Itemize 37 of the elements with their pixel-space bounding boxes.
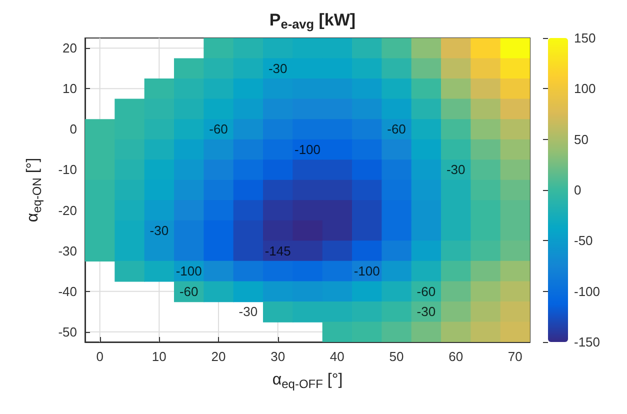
annotation: -60 (416, 284, 436, 299)
x-tick-label: 20 (211, 349, 226, 364)
annotation: -30 (238, 304, 258, 320)
y-tick-label: -50 (58, 324, 77, 340)
annotation: -60 (209, 122, 228, 137)
x-tick-label: 50 (389, 349, 404, 364)
annotation: -60 (387, 122, 406, 137)
color-bar-label: 0 (574, 182, 582, 198)
x-tick-label: 40 (330, 349, 344, 364)
y-tick-label: 10 (62, 81, 77, 96)
annotation: -60 (179, 284, 198, 299)
y-tick-label: 20 (62, 40, 77, 56)
x-tick-label: 10 (152, 349, 166, 364)
color-bar-label: 100 (574, 81, 596, 96)
annotation: -30 (416, 304, 436, 320)
color-bar-label: 150 (574, 30, 596, 46)
y-axis-title: αeq-ON [°] (24, 158, 44, 222)
y-tick-label: -30 (58, 243, 77, 258)
x-tick-label: 30 (270, 349, 286, 364)
color-bar-label: -100 (574, 284, 600, 299)
annotation: -30 (446, 162, 466, 178)
y-tick-label: 0 (70, 122, 77, 137)
color-bar-label: -150 (574, 334, 600, 350)
y-tick-label: -20 (58, 202, 77, 218)
x-tick-label: 60 (448, 349, 464, 364)
annotation: -100 (354, 264, 380, 279)
color-bar-label: -50 (574, 233, 593, 248)
annotation: -100 (176, 264, 202, 279)
x-tick-label: 70 (508, 349, 522, 364)
annotation: -145 (264, 243, 291, 258)
y-tick-label: -10 (58, 162, 77, 178)
annotation: -30 (268, 60, 288, 76)
annotation: -30 (150, 223, 169, 238)
y-tick-label: -40 (58, 284, 77, 299)
color-bar-label: 50 (574, 132, 588, 147)
annotation: -100 (294, 142, 321, 157)
x-tick-label: 0 (96, 349, 104, 364)
